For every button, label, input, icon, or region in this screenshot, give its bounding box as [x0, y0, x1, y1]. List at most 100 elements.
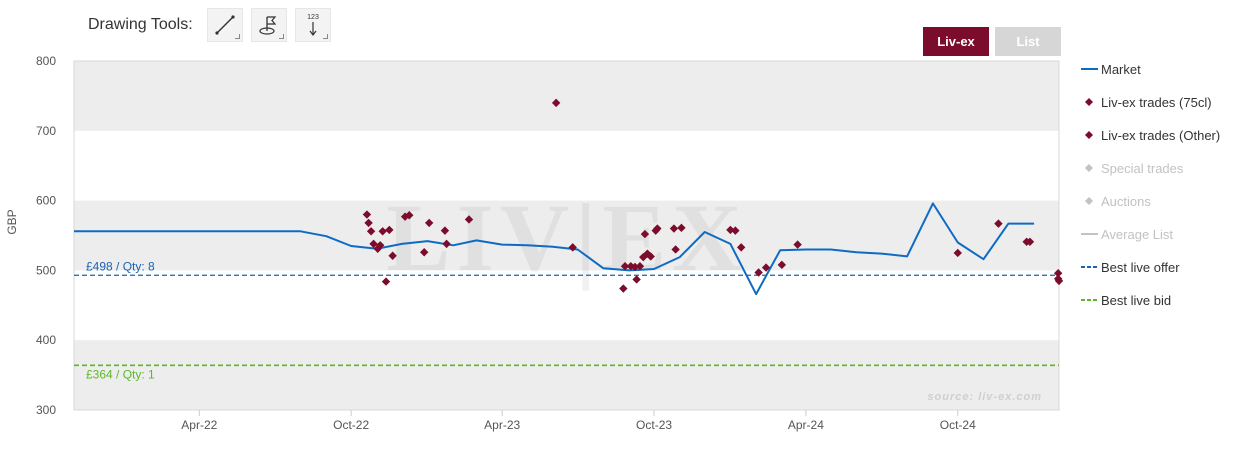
trade-point[interactable] [635, 262, 645, 271]
measure-icon-text: 123 [307, 14, 319, 21]
x-tick-label: Oct-24 [940, 418, 976, 432]
legend-item[interactable]: Best live bid [1081, 293, 1171, 308]
line-tool-button[interactable] [206, 8, 243, 42]
plot-band [74, 61, 1059, 131]
legend-item[interactable]: Average List [1081, 227, 1173, 242]
list-toggle-button[interactable]: List [995, 27, 1061, 56]
legend-label: Special trades [1101, 161, 1184, 176]
livex-logo-watermark: LIV|EX [386, 184, 747, 291]
legend-label: Auctions [1101, 194, 1151, 209]
trade-point[interactable] [388, 251, 397, 260]
trade-point[interactable] [677, 223, 686, 233]
trade-point[interactable] [440, 226, 450, 235]
legend-item[interactable]: Market [1081, 62, 1141, 77]
trade-point[interactable] [424, 218, 434, 228]
trade-point[interactable] [653, 224, 662, 233]
drawing-tools-label: Drawing Tools: [88, 16, 193, 33]
trade-point[interactable] [419, 248, 429, 257]
legend-item[interactable]: Special trades [1085, 161, 1184, 176]
diagonal-line-icon [214, 14, 236, 36]
measure-icon: 123 [302, 12, 324, 38]
flag-icon [258, 14, 280, 36]
trade-point[interactable] [369, 239, 378, 249]
plot-band [74, 340, 1059, 410]
trade-point[interactable] [1025, 237, 1035, 246]
trade-points [362, 98, 1064, 293]
trade-point[interactable] [1054, 276, 1064, 286]
chart-legend: Market Liv-ex trades (75cl) Liv-ex trades … [1081, 62, 1220, 308]
y-tick-label: 300 [36, 403, 56, 417]
trade-point[interactable] [619, 284, 628, 293]
trade-point[interactable] [632, 275, 641, 284]
trade-point[interactable] [736, 243, 746, 252]
legend-item[interactable]: Auctions [1085, 194, 1151, 209]
trade-point[interactable] [364, 218, 373, 228]
x-tick-label: Oct-22 [333, 418, 369, 432]
legend-diamond-symbol [1085, 98, 1093, 106]
market-series-line [74, 202, 1035, 296]
trade-point[interactable] [726, 225, 735, 235]
trade-point[interactable] [405, 211, 414, 220]
trade-point[interactable] [640, 229, 650, 239]
legend-label: Liv-ex trades (75cl) [1101, 95, 1212, 110]
legend-item[interactable]: Liv-ex trades (75cl) [1085, 95, 1212, 110]
source-watermark: source: liv-ex.com [927, 391, 1042, 403]
x-axis: Apr-22 Oct-22 Apr-23 Oct-23 Apr-24 Oct-24 [181, 410, 976, 432]
y-tick-label: 700 [36, 124, 56, 138]
reference-lines: £498 / Qty: 8 £364 / Qty: 1 [74, 259, 1059, 381]
legend-label: Average List [1101, 227, 1173, 242]
trade-point[interactable] [953, 248, 962, 258]
legend-diamond-symbol [1085, 164, 1093, 172]
legend-label: Market [1101, 62, 1141, 77]
legend-diamond-symbol [1085, 197, 1093, 205]
x-tick-label: Apr-23 [484, 418, 520, 432]
x-tick-label: Apr-24 [788, 418, 824, 432]
trade-point[interactable] [464, 215, 474, 224]
trade-point[interactable] [639, 252, 648, 262]
trade-point[interactable] [761, 263, 771, 272]
plot-band [74, 200, 1059, 271]
x-tick-label: Apr-22 [181, 418, 217, 432]
trade-point[interactable] [362, 210, 372, 219]
trade-point[interactable] [378, 227, 387, 236]
trade-point[interactable] [777, 260, 787, 270]
y-tick-label: 500 [36, 263, 56, 277]
plot-bands [74, 61, 1059, 410]
y-tick-label: 800 [36, 54, 56, 68]
y-axis-title: GBP [5, 209, 19, 234]
trade-point[interactable] [630, 262, 640, 272]
x-tick-label: Oct-23 [636, 418, 672, 432]
trade-point[interactable] [385, 225, 394, 235]
trade-point[interactable] [568, 243, 577, 252]
trade-point[interactable] [1053, 268, 1063, 278]
trade-point[interactable] [442, 239, 451, 249]
legend-diamond-symbol [1085, 131, 1093, 139]
legend-label: Best live bid [1101, 293, 1171, 308]
drawing-toolbar: Drawing Tools: 123 [88, 7, 339, 43]
trade-point[interactable] [551, 98, 561, 108]
legend-item[interactable]: Best live offer [1081, 260, 1180, 275]
legend-label: Best live offer [1101, 260, 1180, 275]
trade-point[interactable] [671, 245, 680, 254]
best-bid-label: £364 / Qty: 1 [86, 367, 155, 381]
trade-point[interactable] [381, 277, 391, 286]
y-tick-label: 400 [36, 333, 56, 347]
trade-point[interactable] [376, 241, 385, 250]
legend-label: Liv-ex trades (Other) [1101, 128, 1220, 143]
y-axis: 300 400 500 600 700 800 [36, 54, 56, 417]
trade-point[interactable] [366, 227, 376, 236]
trade-point[interactable] [669, 224, 679, 233]
measure-tool-button[interactable]: 123 [294, 8, 331, 42]
legend-item[interactable]: Liv-ex trades (Other) [1085, 128, 1220, 143]
trade-point[interactable] [754, 268, 763, 277]
trade-point[interactable] [620, 262, 630, 271]
livex-toggle-button[interactable]: Liv-ex [923, 27, 989, 56]
y-tick-label: 600 [36, 194, 56, 208]
trade-point[interactable] [731, 226, 740, 235]
plot-frame [73, 60, 1060, 411]
trade-point[interactable] [793, 240, 802, 249]
trade-point[interactable] [994, 219, 1003, 228]
trade-point[interactable] [646, 252, 655, 261]
annotation-tool-button[interactable] [250, 8, 287, 42]
